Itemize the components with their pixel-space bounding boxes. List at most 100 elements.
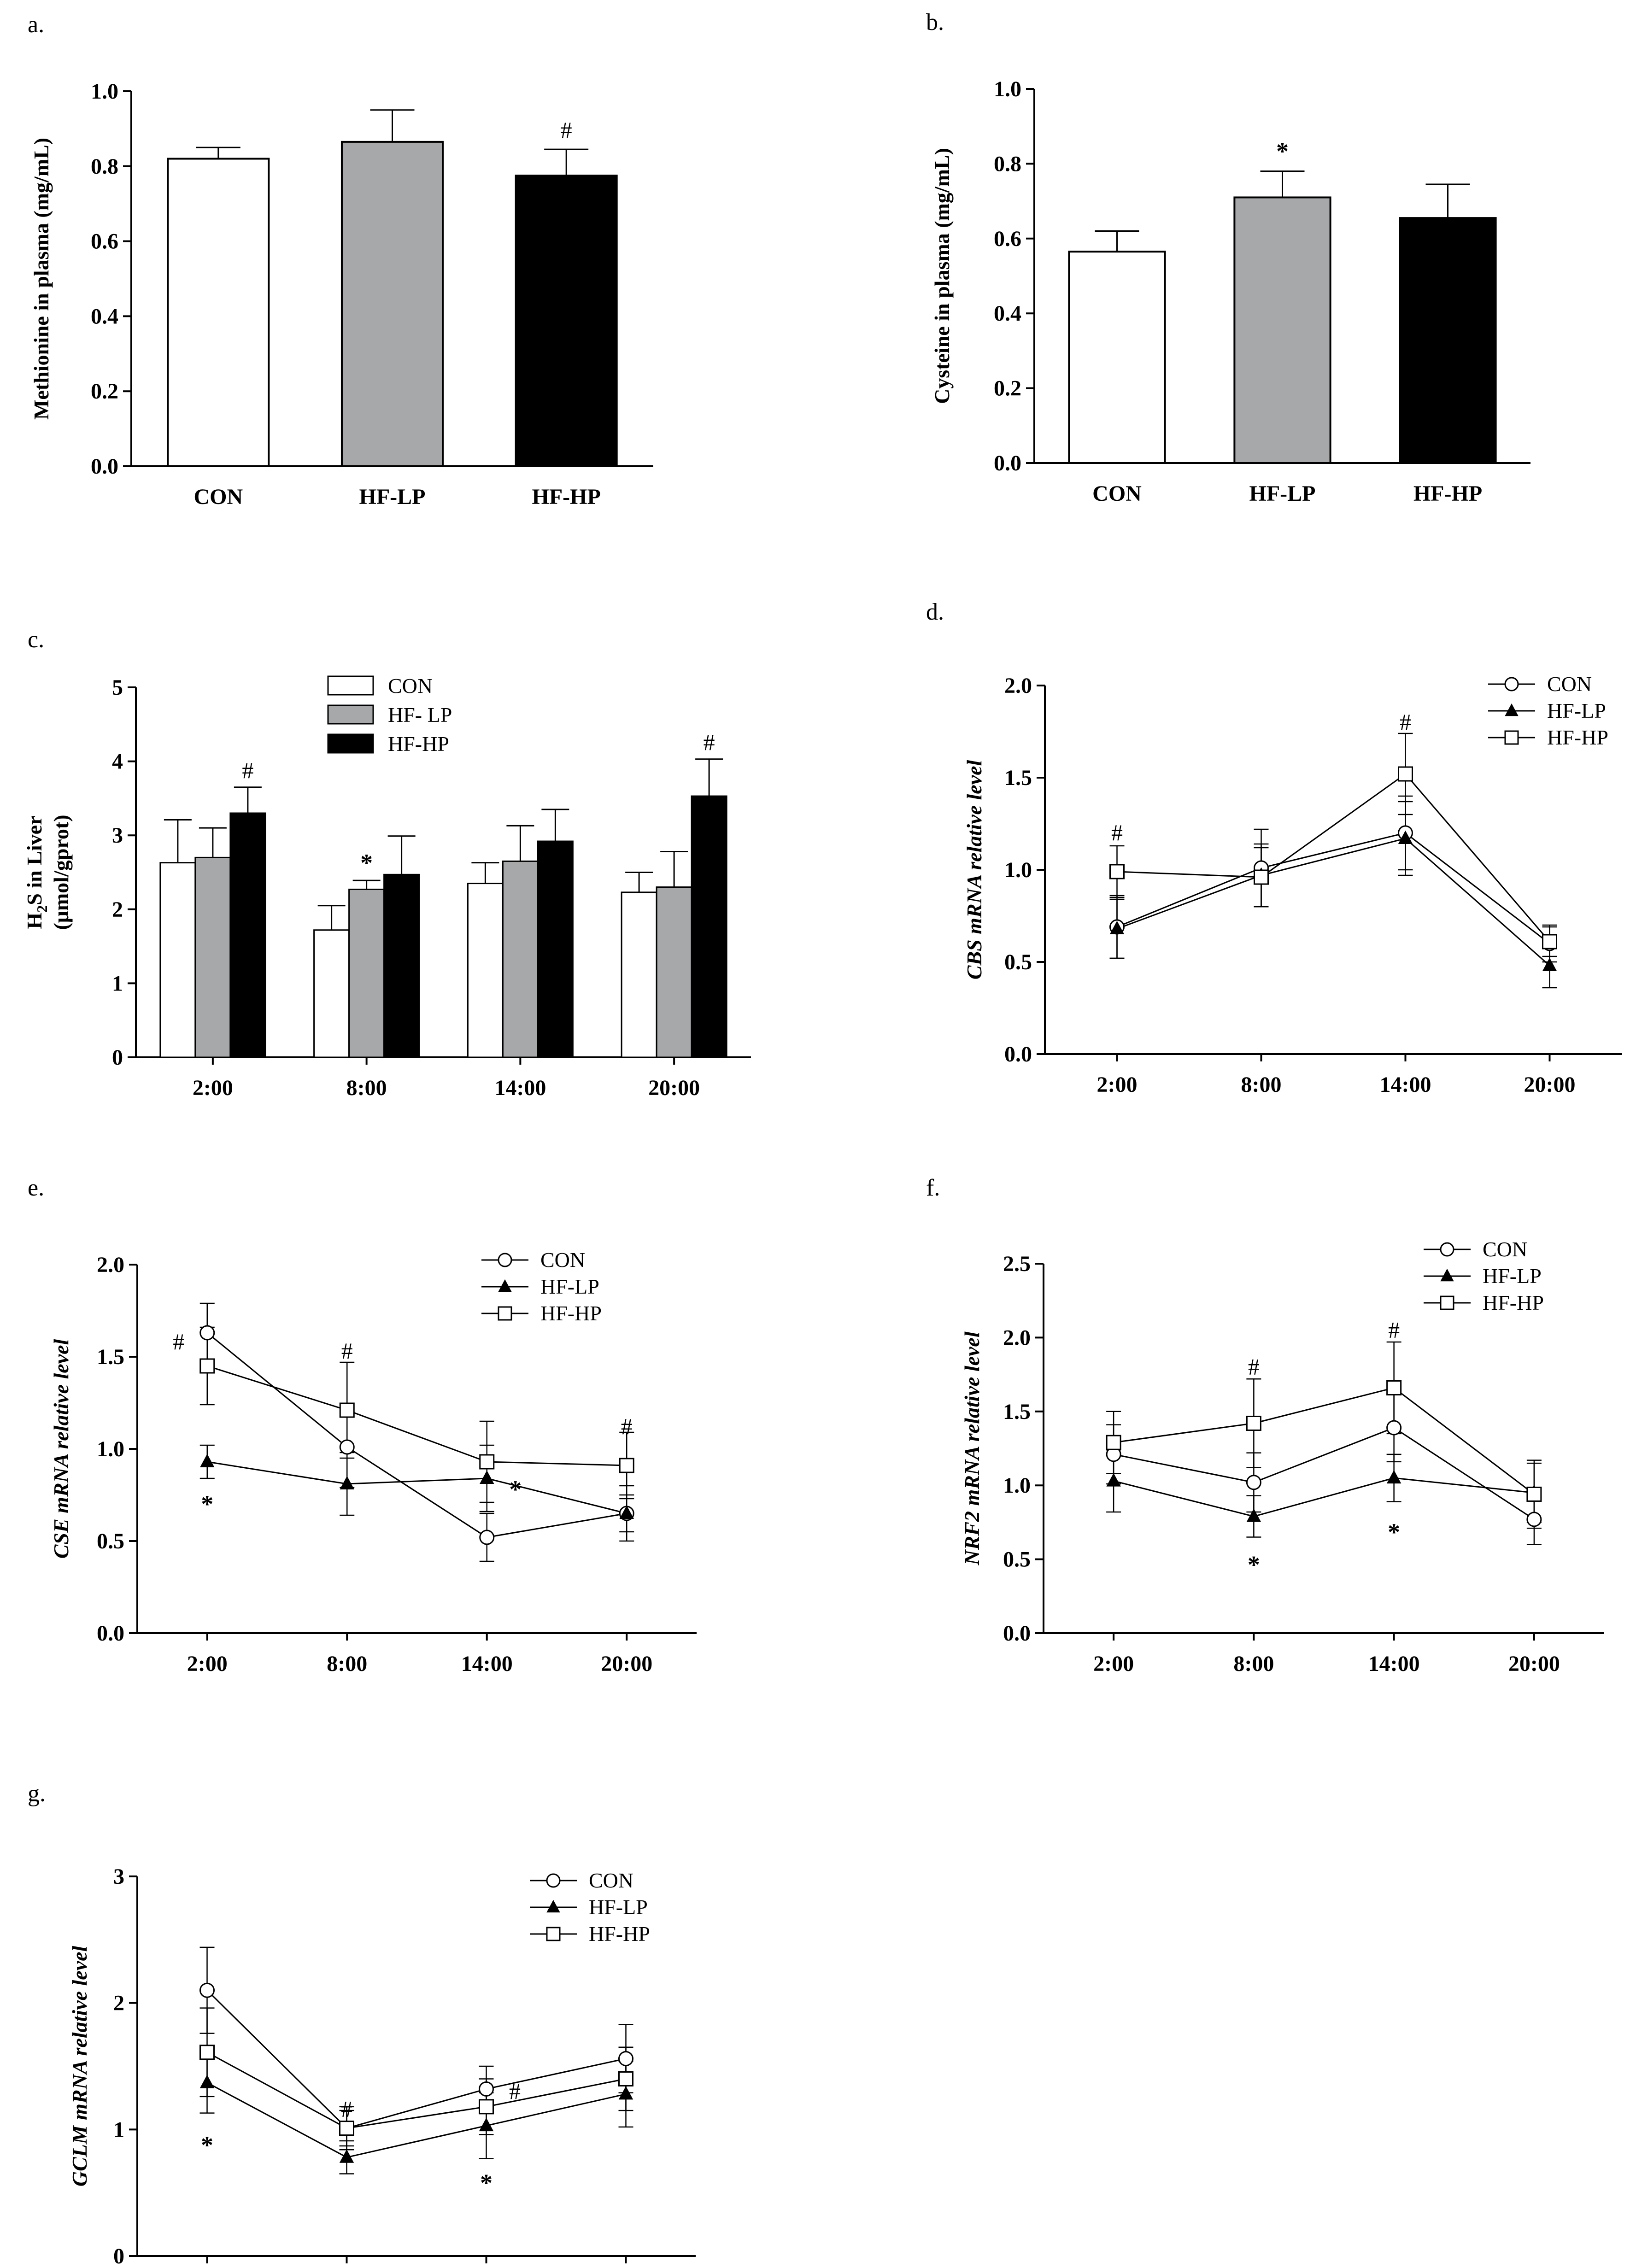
legend-swatch <box>327 675 374 696</box>
panel-label: d. <box>926 599 944 625</box>
significance-mark: # <box>1111 820 1123 845</box>
series-line-con <box>1113 1427 1535 1520</box>
x-tick-label: 20:00 <box>1508 1652 1560 1676</box>
bar-hf-lp <box>656 886 692 1058</box>
bar-con <box>621 891 657 1058</box>
legend-label: HF-LP <box>589 1895 648 1919</box>
x-tick-label: HF-HP <box>532 485 601 509</box>
y-tick-label: 1.5 <box>1003 1400 1031 1424</box>
y-tick-label: 0.6 <box>994 227 1021 251</box>
bar-con <box>1068 251 1166 464</box>
bar-hf-lp <box>340 141 444 467</box>
series-line-con <box>206 1990 626 2129</box>
y-label-subscript: 2 <box>34 905 50 913</box>
marker-triangle <box>340 1476 354 1489</box>
significance-mark: * <box>201 2131 213 2159</box>
legend-label: HF- LP <box>388 703 452 727</box>
marker-square <box>199 1358 215 1374</box>
x-tick-label: 14:00 <box>1380 1072 1431 1097</box>
legend-swatch <box>327 704 374 725</box>
marker-circle <box>199 1325 215 1341</box>
y-tick-label: 1 <box>113 2117 124 2142</box>
bar-con <box>159 862 196 1058</box>
significance-mark: # <box>1388 1317 1400 1342</box>
panel-d: d. 0.0 0.5 1.0 1.5 2.0 CBS mRNA relative level… <box>926 599 1622 1097</box>
marker-circle <box>479 1530 495 1545</box>
legend-label: HF-LP <box>540 1275 599 1298</box>
legend-label: CON <box>540 1248 585 1272</box>
marker-triangle <box>498 1279 512 1292</box>
panel-label: b. <box>926 9 944 35</box>
significance-mark: # <box>621 1413 633 1439</box>
y-tick-label: 0.4 <box>994 301 1021 326</box>
y-tick-label: 1.5 <box>1004 766 1032 790</box>
marker-square <box>546 1927 561 1941</box>
marker-triangle <box>618 2086 633 2100</box>
marker-triangle <box>200 1453 215 1467</box>
significance-mark: # <box>561 117 572 143</box>
marker-circle <box>1504 677 1519 692</box>
marker-circle <box>498 1253 512 1267</box>
series-line-hf-hp <box>1113 1387 1535 1495</box>
x-tick-label: 14:00 <box>1368 1652 1420 1676</box>
y-axis-label: CBS mRNA relative level <box>962 760 986 979</box>
series-line-hf-hp <box>1117 773 1550 942</box>
y-axis-label: Cysteine in plasma (mg/mL) <box>930 148 954 404</box>
y-tick-label: 4 <box>112 750 123 774</box>
series-line-con <box>1116 832 1550 944</box>
y-tick-label: 0.8 <box>994 152 1021 176</box>
bar-hf-hp <box>229 812 266 1058</box>
y-tick-label: 3 <box>112 823 123 848</box>
significance-mark: # <box>173 1329 184 1354</box>
panel-label: g. <box>28 1781 46 1807</box>
y-tick-label: 2 <box>113 1991 124 2016</box>
y-tick-label: 1.0 <box>1004 858 1032 882</box>
significance-mark: # <box>341 2096 352 2121</box>
marker-triangle <box>619 1505 634 1519</box>
y-tick-label: 3 <box>113 1864 124 1889</box>
y-label-rest: S in Liver <box>23 815 46 905</box>
panel-label: a. <box>28 12 44 38</box>
panel-label: f. <box>926 1175 940 1201</box>
marker-square <box>618 2071 633 2086</box>
y-tick-label: 0 <box>113 2244 124 2268</box>
y-tick-label: 2 <box>112 897 123 922</box>
marker-circle <box>1386 1420 1402 1436</box>
x-tick-label: 20:00 <box>1524 1072 1576 1097</box>
significance-mark: # <box>1248 1354 1260 1380</box>
y-tick-label: 0.5 <box>1004 950 1032 974</box>
series-line-hf-hp <box>207 1365 627 1466</box>
marker-circle <box>618 2051 633 2067</box>
y-tick-label: 0.0 <box>97 1621 124 1646</box>
significance-mark: # <box>341 1338 353 1364</box>
x-tick-label: 8:00 <box>1241 1072 1282 1097</box>
legend-label: HF-HP <box>589 1922 650 1946</box>
marker-square <box>479 2099 494 2115</box>
marker-circle <box>1526 1512 1542 1527</box>
y-axis-label-units: (μmol/gprot) <box>49 815 73 930</box>
marker-square <box>1254 869 1269 885</box>
y-tick-label: 2.0 <box>97 1253 124 1277</box>
y-tick-label: 0.4 <box>91 304 118 328</box>
y-axis-label: Methionine in plasma (mg/mL) <box>29 138 53 420</box>
y-tick-label: 0.5 <box>97 1529 124 1553</box>
bar-hf-hp <box>515 175 618 467</box>
legend-label: CON <box>589 1869 633 1892</box>
marker-triangle <box>546 1899 560 1913</box>
marker-circle <box>479 2081 494 2097</box>
y-tick-label: 2.0 <box>1003 1325 1031 1350</box>
legend-label: HF-LP <box>1483 1264 1542 1288</box>
marker-triangle <box>479 2117 494 2132</box>
x-tick-label: 20:00 <box>601 1652 652 1676</box>
marker-square <box>1440 1295 1454 1310</box>
series-line-hf-lp <box>1113 1477 1535 1518</box>
marker-circle <box>546 1873 561 1888</box>
x-tick-label: 8:00 <box>327 1652 367 1676</box>
marker-square <box>1526 1486 1542 1502</box>
marker-circle <box>1440 1242 1454 1257</box>
panel-a: a. 0.0 0.2 0.4 0.6 0.8 1.0 Methionine in plasma… <box>28 12 653 509</box>
bar-con <box>313 929 350 1058</box>
panel-e: e. 0.0 0.5 1.0 1.5 2.0 CSE mRNA relative level… <box>28 1175 697 1676</box>
bar-con <box>167 158 270 467</box>
